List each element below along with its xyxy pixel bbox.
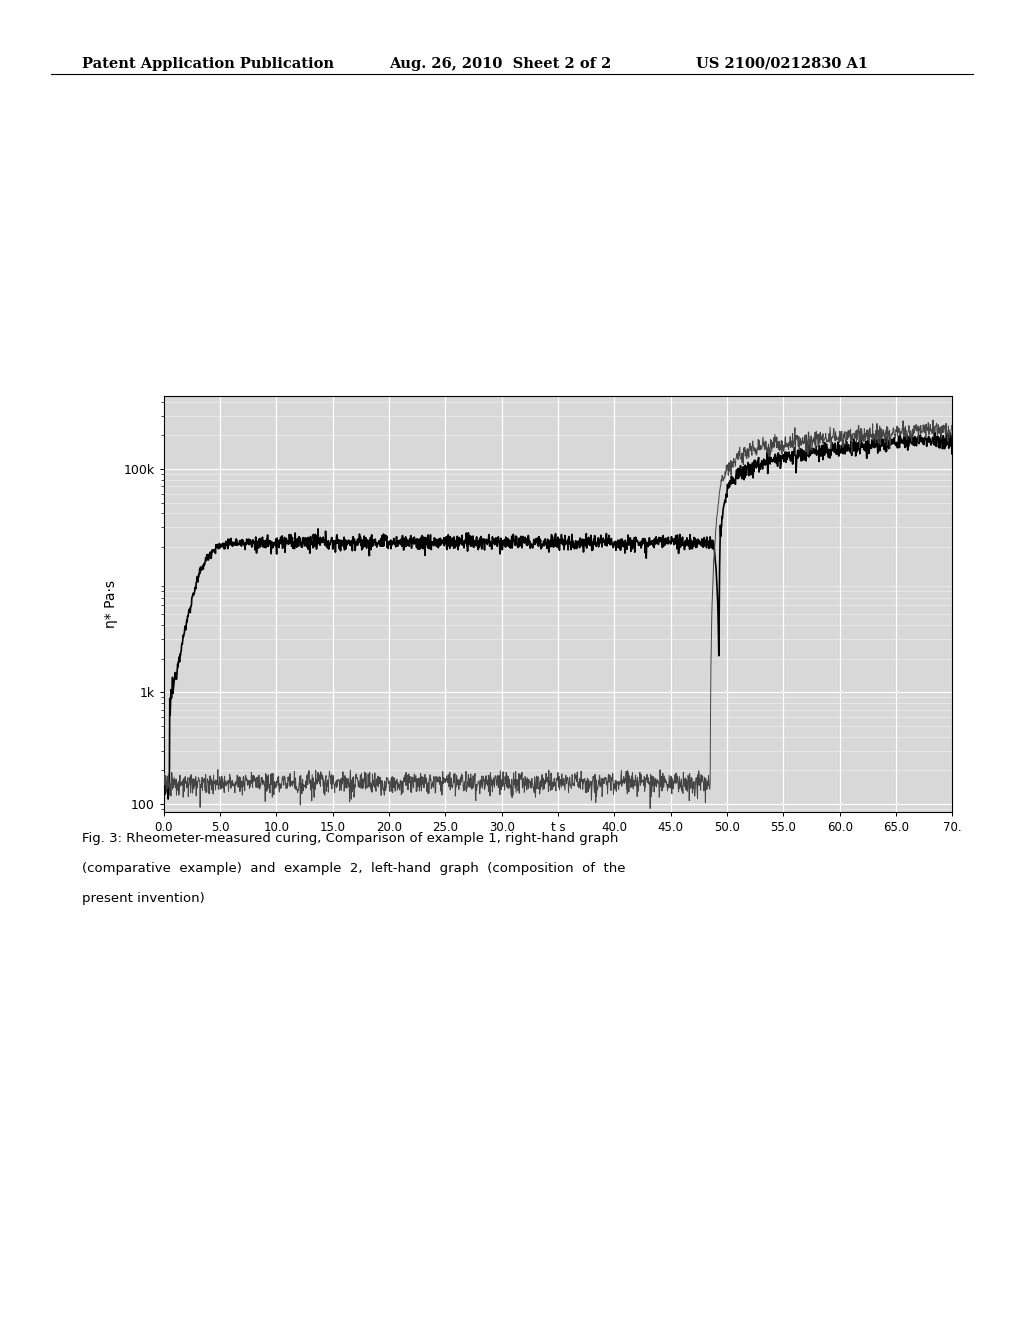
- Text: (comparative  example)  and  example  2,  left-hand  graph  (composition  of  th: (comparative example) and example 2, lef…: [82, 862, 626, 875]
- Text: present invention): present invention): [82, 892, 205, 906]
- Text: Fig. 3: Rheometer-measured curing, Comparison of example 1, right-hand graph: Fig. 3: Rheometer-measured curing, Compa…: [82, 832, 618, 845]
- Text: US 2100/0212830 A1: US 2100/0212830 A1: [696, 57, 868, 71]
- Text: Patent Application Publication: Patent Application Publication: [82, 57, 334, 71]
- Y-axis label: η* Pa·s: η* Pa·s: [104, 579, 118, 628]
- Text: Aug. 26, 2010  Sheet 2 of 2: Aug. 26, 2010 Sheet 2 of 2: [389, 57, 611, 71]
